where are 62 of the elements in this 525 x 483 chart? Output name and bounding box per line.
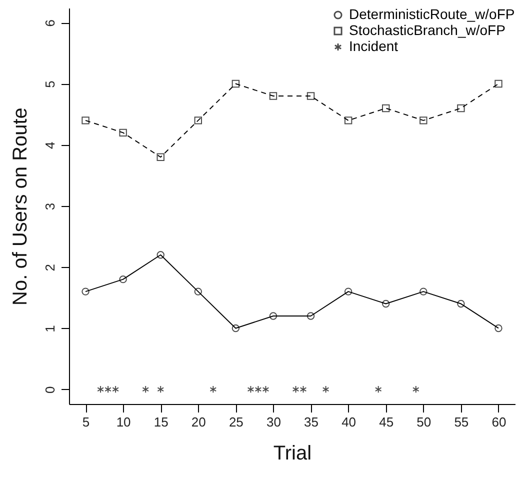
x-tick-label: 35 xyxy=(304,414,319,430)
point xyxy=(494,80,502,88)
point xyxy=(457,104,465,112)
point xyxy=(194,116,202,124)
point xyxy=(457,300,465,308)
point xyxy=(104,385,112,394)
x-tick-label: 50 xyxy=(416,414,432,430)
point xyxy=(262,385,270,394)
x-tick-label: 15 xyxy=(154,414,168,430)
point xyxy=(97,385,104,394)
point xyxy=(382,104,390,112)
legend-label: Incident xyxy=(349,38,398,54)
legend-label: StochasticBranch_w/oFP xyxy=(349,22,506,38)
x-tick-label: 25 xyxy=(228,414,244,430)
x-tick-label: 5 xyxy=(82,414,90,430)
point xyxy=(382,300,390,308)
point xyxy=(156,251,164,259)
x-tick-label: 20 xyxy=(191,414,206,430)
point xyxy=(157,385,164,394)
point xyxy=(269,312,278,320)
point xyxy=(254,385,262,394)
y-tick-label: 6 xyxy=(42,20,58,27)
point xyxy=(269,92,278,100)
point xyxy=(194,288,202,296)
point xyxy=(292,385,300,394)
point xyxy=(420,288,428,296)
x-tick-label: 55 xyxy=(454,414,469,430)
point xyxy=(210,385,217,394)
point xyxy=(494,324,502,332)
x-tick-label: 45 xyxy=(379,414,394,430)
x-tick-label: 10 xyxy=(116,414,131,430)
point xyxy=(374,385,382,394)
y-tick-label: 3 xyxy=(42,202,58,210)
y-tick-label: 4 xyxy=(42,142,58,150)
x-tick-label: 40 xyxy=(342,414,356,430)
point xyxy=(142,385,150,394)
point xyxy=(119,128,127,137)
point xyxy=(420,116,428,124)
point xyxy=(119,275,127,284)
point xyxy=(412,385,420,394)
point xyxy=(322,385,330,394)
x-tick-label: 30 xyxy=(266,414,281,430)
point xyxy=(306,92,315,100)
point xyxy=(247,385,254,394)
point xyxy=(82,116,90,124)
point xyxy=(300,385,307,394)
point xyxy=(112,385,119,394)
legend-label: DeterministicRoute_w/oFP xyxy=(349,6,515,22)
point xyxy=(232,324,240,332)
point xyxy=(82,288,90,296)
x-tick-label: 60 xyxy=(492,414,506,430)
y-tick-label: 1 xyxy=(42,325,58,332)
point xyxy=(306,312,315,320)
y-tick-label: 5 xyxy=(42,80,58,88)
point xyxy=(232,80,240,88)
point xyxy=(344,288,352,296)
point xyxy=(344,116,352,124)
y-axis-title: No. of Users on Route xyxy=(10,108,32,306)
y-tick-label: 0 xyxy=(42,386,58,394)
x-axis-title: Trial xyxy=(273,442,312,464)
point xyxy=(156,153,164,161)
y-tick-label: 2 xyxy=(42,264,58,272)
